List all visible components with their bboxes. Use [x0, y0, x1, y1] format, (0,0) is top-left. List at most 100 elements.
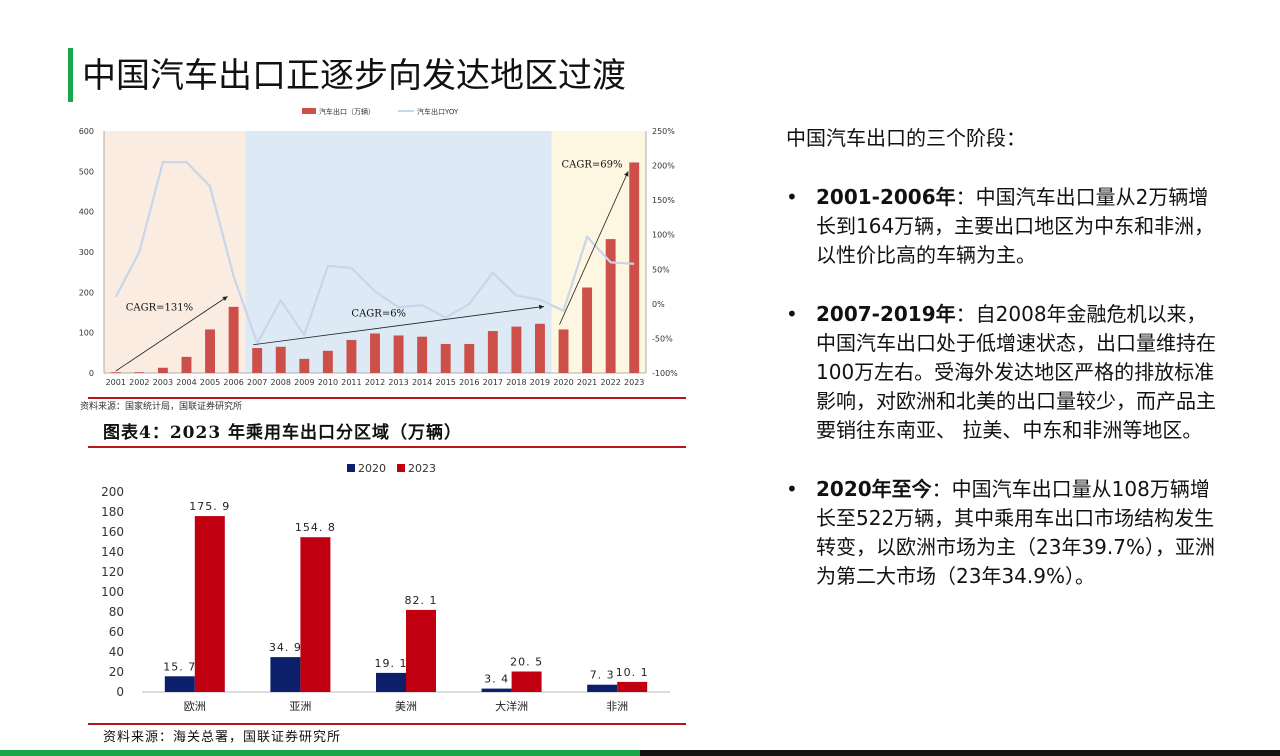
export-bar: [582, 287, 593, 373]
stage-heading: 2007-2019年: [816, 302, 956, 326]
background-region: [104, 131, 246, 373]
bullet-icon: •: [786, 302, 798, 326]
x-tick-label: 2009: [294, 378, 314, 387]
legend-label: 2020: [358, 462, 386, 475]
x-tick-label: 2016: [459, 378, 479, 387]
intro-text: 中国汽车出口的三个阶段：: [786, 126, 1026, 150]
figure2-title-rule: [88, 446, 686, 448]
x-tick-label: 美洲: [395, 700, 417, 713]
chart2-bottom-rule: [88, 723, 686, 725]
region-bar-2023: [511, 671, 542, 692]
figure2-title: 图表4：2023 年乘用车出口分区域（万辆）: [103, 423, 463, 443]
stage-item: • 2007-2019年：自2008年金融危机以来，中国汽车出口处于低增速状态，出…: [786, 300, 1226, 445]
y-right-tick-label: 250%: [652, 127, 675, 136]
region-bar-2020: [376, 672, 406, 692]
right-panel: 中国汽车出口的三个阶段： • 2001-2006年：中国汽车出口量从2万辆增长到1…: [786, 124, 1226, 621]
export-bar: [558, 329, 569, 373]
data-label: 19. 1: [375, 657, 408, 670]
export-bar: [275, 346, 286, 373]
y-left-tick-label: 200: [79, 288, 94, 297]
data-label: 82. 1: [405, 594, 438, 607]
yoy-line: [114, 160, 635, 345]
y-right-tick-label: -100%: [652, 369, 678, 378]
region-bar-2023: [617, 681, 648, 692]
data-label: 20. 5: [510, 656, 543, 669]
y-left-tick-label: 600: [79, 127, 94, 136]
x-tick-label: 非洲: [606, 700, 628, 713]
cagr-arrow: [115, 296, 228, 372]
x-tick-label: 2002: [129, 378, 149, 387]
export-bar: [110, 372, 121, 373]
x-tick-label: 2006: [223, 378, 243, 387]
y-tick-label: 40: [109, 645, 124, 659]
y-left-tick-label: 300: [79, 248, 94, 257]
bullet-icon: •: [786, 477, 798, 501]
chart1-bottom-rule: [88, 397, 686, 399]
export-bar: [535, 323, 545, 373]
data-label: 154. 8: [295, 521, 336, 534]
x-tick-label: 2005: [200, 378, 220, 387]
y-left-tick-label: 500: [79, 167, 94, 176]
x-tick-label: 大洋洲: [495, 699, 528, 713]
export-bar: [370, 333, 380, 373]
bullet-icon: •: [786, 185, 798, 209]
export-bar: [393, 335, 404, 373]
data-label: 175. 9: [189, 500, 230, 513]
x-tick-label: 2020: [553, 378, 573, 387]
x-tick-label: 2018: [506, 378, 526, 387]
regional-export-chart: 0 20 40 60 80 100 120 140 160 180 200 15. 7 175. 9 欧洲…: [101, 462, 670, 713]
x-tick-label: 2023: [624, 378, 644, 387]
x-tick-label: 2015: [436, 378, 456, 387]
region-bar-2020: [270, 657, 301, 692]
background-region: [245, 131, 552, 373]
data-label: 10. 1: [616, 666, 649, 679]
x-tick-label: 2008: [271, 378, 291, 387]
y-tick-label: 60: [109, 625, 124, 639]
y-tick-label: 200: [101, 485, 124, 499]
x-tick-label: 2003: [153, 378, 173, 387]
x-tick-label: 2007: [247, 378, 267, 387]
x-tick-label: 2011: [341, 378, 361, 387]
x-tick-label: 2017: [483, 378, 503, 387]
export-bar: [228, 306, 239, 373]
page-title: 中国汽车出口正逐步向发达地区过渡: [82, 56, 626, 96]
export-volume-chart: 0 100 200 300 400 500 600 -100% -50% 0% 50% 100% 150…: [79, 107, 678, 387]
x-tick-label: 2001: [106, 378, 126, 387]
stage-list: • 2001-2006年：中国汽车出口量从2万辆增长到164万辆，主要出口地区为中…: [786, 183, 1226, 591]
legend-label: 2023: [408, 462, 436, 475]
y-tick-label: 20: [109, 665, 124, 679]
x-tick-label: 2012: [365, 378, 385, 387]
footer-bar-dark: [640, 750, 1280, 756]
chart1-source: 资料来源：国家统计局，国联证券研究所: [80, 402, 243, 412]
export-bar: [464, 343, 475, 373]
x-tick-label: 欧洲: [184, 700, 206, 713]
cagr-label: CAGR=131%: [126, 302, 193, 313]
export-bar: [181, 356, 192, 373]
x-tick-label: 2004: [176, 378, 196, 387]
y-tick-label: 80: [109, 605, 124, 619]
export-bar: [440, 343, 451, 373]
legend-swatch: [347, 464, 355, 472]
export-bar: [322, 350, 333, 373]
export-bar: [252, 347, 263, 373]
stage-item: • 2001-2006年：中国汽车出口量从2万辆增长到164万辆，主要出口地区为中…: [786, 183, 1226, 270]
data-label: 3. 4: [484, 673, 509, 686]
export-bar: [157, 367, 168, 373]
region-bar-2020: [587, 684, 618, 692]
region-bar-2020: [164, 676, 195, 692]
x-tick-label: 2022: [600, 378, 620, 387]
region-bar-2023: [194, 516, 225, 692]
y-tick-label: 140: [101, 545, 124, 559]
stage-heading: 2020年至今: [816, 477, 932, 501]
stage-text: ：中国汽车出口量从2万辆增长到164万辆，主要出口地区为中东和非洲，以性价比高的…: [816, 185, 1215, 267]
export-bar: [299, 358, 310, 373]
data-label: 15. 7: [163, 660, 196, 673]
cagr-arrow: [253, 304, 545, 346]
y-tick-label: 160: [101, 525, 124, 539]
title-accent-bar: [68, 48, 73, 102]
y-right-tick-label: 150%: [652, 196, 675, 205]
footer-bar-green: [0, 750, 640, 756]
cagr-label: CAGR=69%: [562, 159, 623, 170]
y-left-tick-label: 100: [79, 329, 94, 338]
stage-item: • 2020年至今：中国汽车出口量从108万辆增长至522万辆，其中乘用车出口市场…: [786, 475, 1226, 591]
